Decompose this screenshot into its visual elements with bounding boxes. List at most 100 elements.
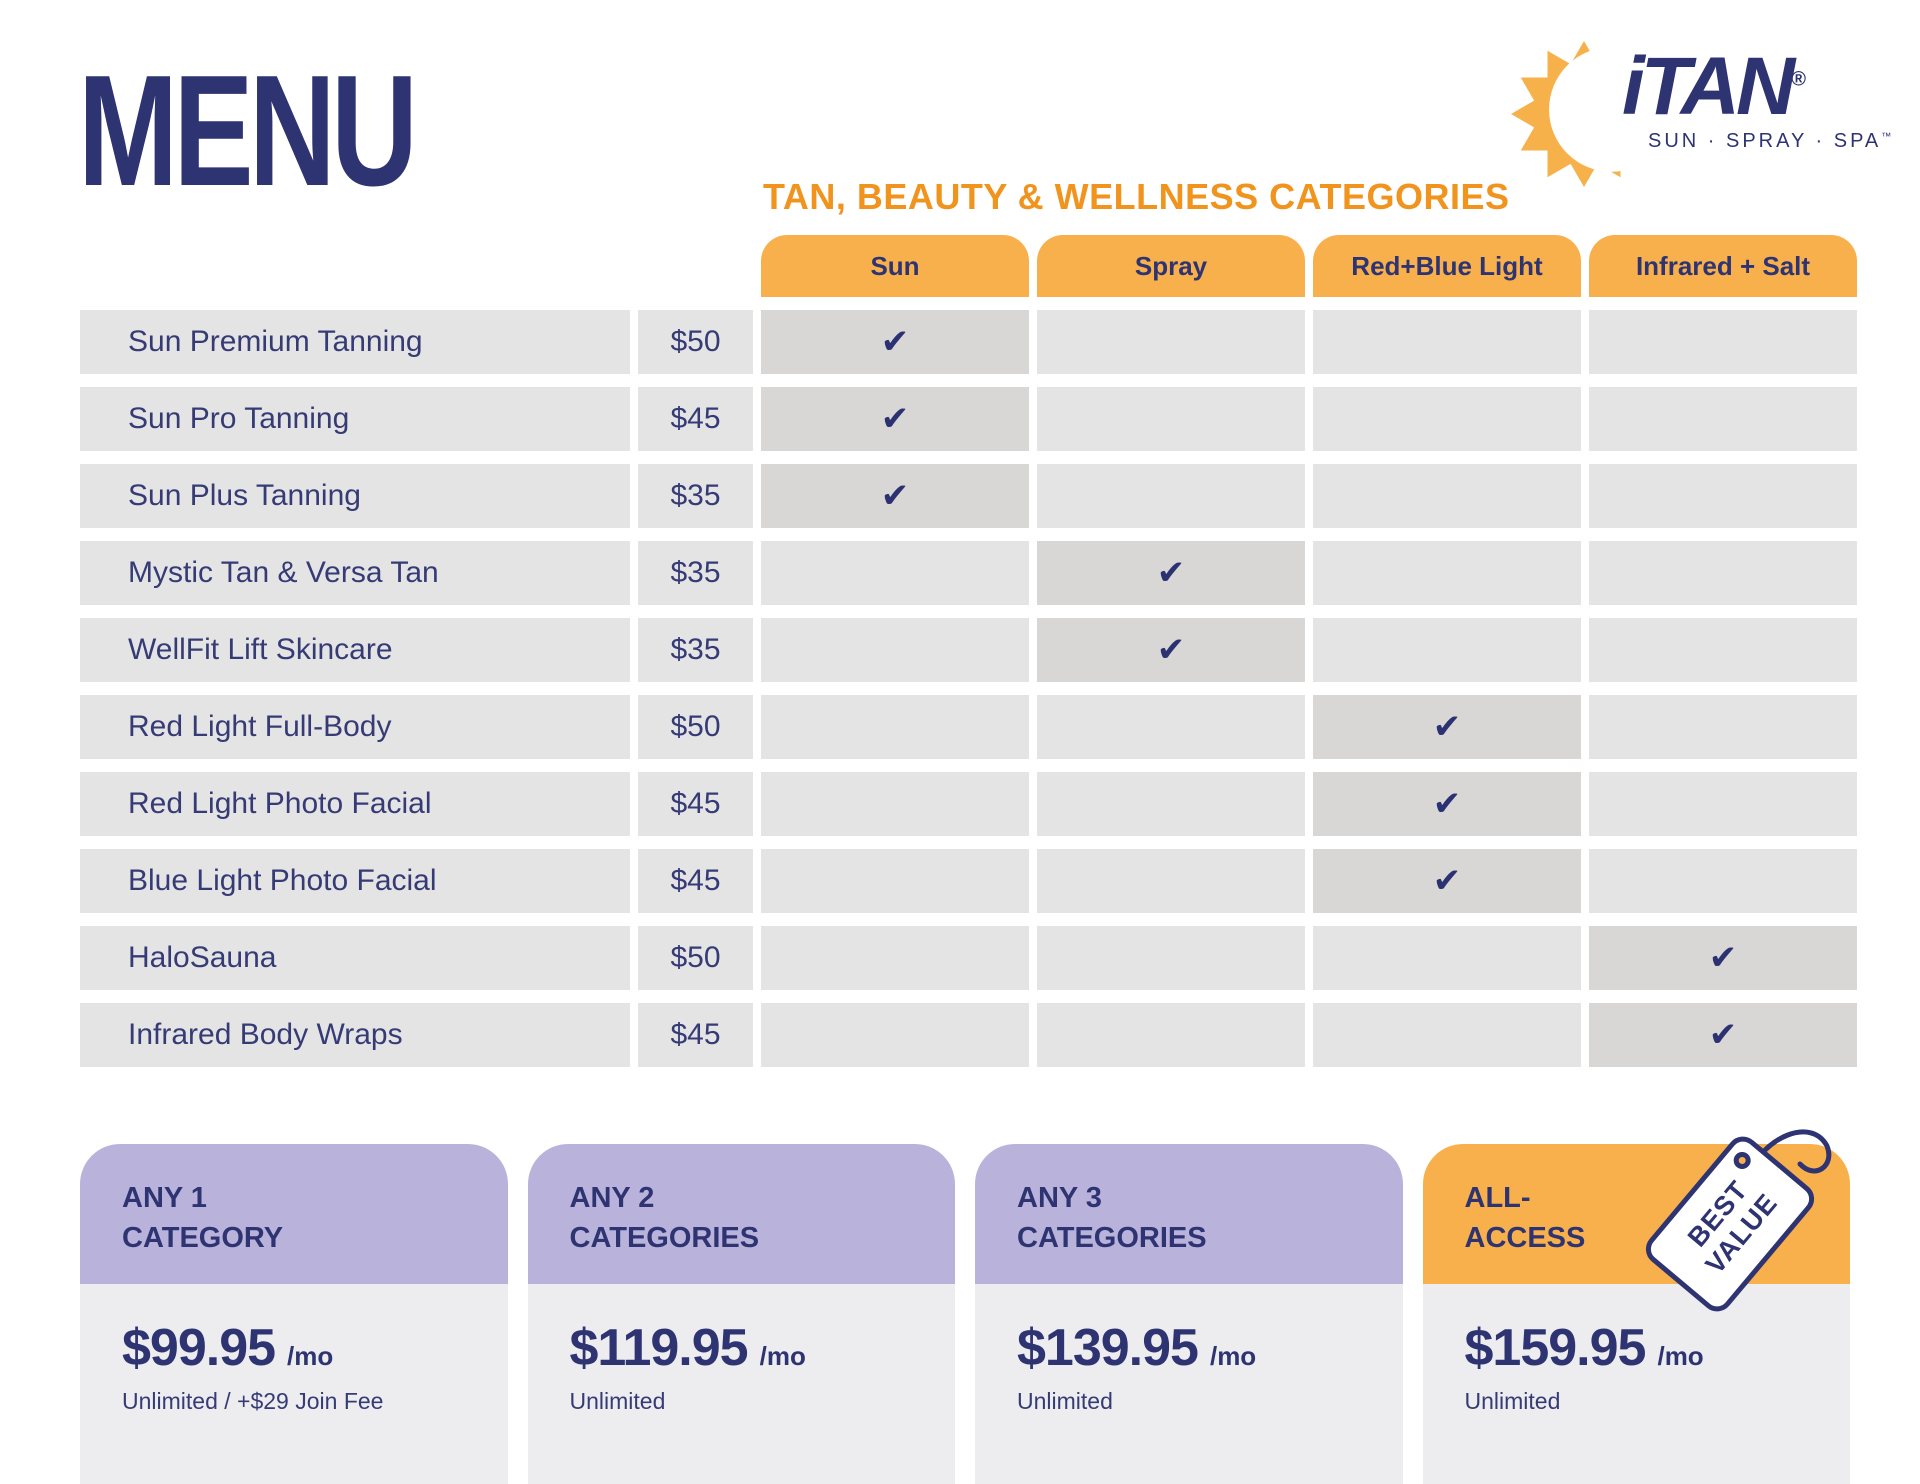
service-label: WellFit Lift Skincare [80,618,630,682]
service-price: $45 [638,849,753,913]
plan-per-month: /mo [1657,1341,1704,1371]
plan-per-month: /mo [759,1341,806,1371]
check-cell-spray [1037,464,1305,528]
service-price: $35 [638,618,753,682]
check-cell-sun [761,618,1029,682]
check-cell-spray [1037,310,1305,374]
registered-mark: ® [1791,68,1806,91]
check-cell-sun: ✔ [761,387,1029,451]
service-price: $35 [638,541,753,605]
plan-header: ANY 2 CATEGORIES [527,1144,955,1284]
check-cell-infrared [1589,464,1857,528]
check-cell-infrared [1589,772,1857,836]
check-cell-spray [1037,387,1305,451]
check-cell-infrared [1589,310,1857,374]
check-cell-red-blue [1313,926,1581,990]
check-cell-infrared: ✔ [1589,926,1857,990]
column-header-sun: Sun [761,235,1029,297]
plan-title-line2: CATEGORIES [1017,1222,1207,1255]
trademark: ™ [1881,131,1892,143]
services-table: Sun Spray Red+Blue Light Infrared + Salt… [80,235,1857,1067]
plan-per-month: /mo [1209,1341,1257,1371]
service-price: $45 [638,387,753,451]
check-cell-infrared: ✔ [1589,1003,1857,1067]
service-label: Sun Pro Tanning [80,387,630,451]
plan-title-line1: ANY 2 [569,1182,655,1214]
brand-name: iTAN® [1622,41,1806,132]
check-cell-infrared [1589,387,1857,451]
plan-title-line2: ACCESS [1464,1222,1586,1255]
categories-heading: TAN, BEAUTY & WELLNESS CATEGORIES [763,176,1510,217]
check-cell-spray [1037,695,1305,759]
plan-title-line1: ANY 1 [122,1182,207,1214]
check-cell-red-blue [1313,618,1581,682]
service-label: Mystic Tan & Versa Tan [80,541,630,605]
plan-note: Unlimited [1464,1388,1561,1414]
plan-body: $119.95 /mo Unlimited [527,1284,955,1484]
check-cell-spray [1037,849,1305,913]
check-cell-spray [1037,1003,1305,1067]
check-cell-spray: ✔ [1037,618,1305,682]
check-cell-sun [761,541,1029,605]
brand-tagline: SUN · SPRAY · SPA™ [1648,130,1892,152]
tag-hole-icon [1729,1148,1754,1173]
service-price: $50 [638,310,753,374]
sun-icon [1511,41,1660,187]
check-cell-red-blue [1313,1003,1581,1067]
service-label: Red Light Full-Body [80,695,630,759]
check-cell-red-blue: ✔ [1313,849,1581,913]
plan-price: $119.95 [569,1319,749,1377]
check-cell-sun [761,926,1029,990]
column-header-spray: Spray [1037,235,1305,297]
service-label: Blue Light Photo Facial [80,849,630,913]
check-cell-sun [761,695,1029,759]
check-cell-red-blue [1313,310,1581,374]
logo-text: iTAN® SUN · SPRAY · SPA™ [1622,46,1891,153]
plan-price: $159.95 [1464,1319,1647,1377]
check-cell-spray: ✔ [1037,541,1305,605]
plan-header: ANY 1 CATEGORY [80,1144,508,1284]
service-label: Sun Premium Tanning [80,310,630,374]
check-cell-sun [761,772,1029,836]
service-label: Sun Plus Tanning [80,464,630,528]
check-cell-red-blue [1313,464,1581,528]
plan-card-all-access: ALL- ACCESS BEST VALUE $159.95 /mo Unlim… [1422,1129,1850,1484]
check-cell-sun: ✔ [761,310,1029,374]
service-label: Red Light Photo Facial [80,772,630,836]
itan-logo: iTAN® SUN · SPRAY · SPA™ [1508,36,1918,190]
plan-per-month: /mo [287,1341,334,1371]
plan-body: $99.95 /mo Unlimited / +$29 Join Fee [80,1284,508,1484]
check-cell-red-blue [1313,541,1581,605]
plan-title-line1: ALL- [1464,1182,1531,1214]
check-cell-red-blue [1313,387,1581,451]
column-header-red-blue-light: Red+Blue Light [1313,235,1581,297]
check-cell-spray [1037,926,1305,990]
service-price: $45 [638,772,753,836]
page-title: MENU [78,43,418,219]
plan-price: $99.95 [122,1319,276,1377]
check-cell-infrared [1589,618,1857,682]
check-cell-infrared [1589,541,1857,605]
check-cell-sun [761,1003,1029,1067]
plan-note: Unlimited [569,1388,666,1414]
check-cell-red-blue: ✔ [1313,772,1581,836]
service-price: $50 [638,926,753,990]
plan-card-any-1: ANY 1 CATEGORY $99.95 /mo Unlimited / +$… [80,1144,508,1484]
service-price: $35 [638,464,753,528]
plan-card-any-2: ANY 2 CATEGORIES $119.95 /mo Unlimited [527,1144,955,1484]
service-label: HaloSauna [80,926,630,990]
membership-plans: ANY 1 CATEGORY $99.95 /mo Unlimited / +$… [80,1129,1850,1484]
plan-title-line2: CATEGORY [122,1222,284,1255]
column-header-infrared-salt: Infrared + Salt [1589,235,1857,297]
check-cell-sun: ✔ [761,464,1029,528]
plan-note: Unlimited [1017,1388,1113,1414]
category-tabs: Sun Spray Red+Blue Light Infrared + Salt [761,235,1857,297]
plan-price: $139.95 [1017,1319,1199,1377]
service-price: $45 [638,1003,753,1067]
plan-body: $159.95 /mo Unlimited [1422,1284,1850,1484]
plan-body: $139.95 /mo Unlimited [975,1284,1403,1484]
services-grid: Sun Premium Tanning $50 ✔ Sun Pro Tannin… [80,310,1857,1067]
plan-header: ANY 3 CATEGORIES [975,1144,1403,1284]
check-cell-infrared [1589,849,1857,913]
plan-title-line1: ANY 3 [1017,1182,1102,1214]
